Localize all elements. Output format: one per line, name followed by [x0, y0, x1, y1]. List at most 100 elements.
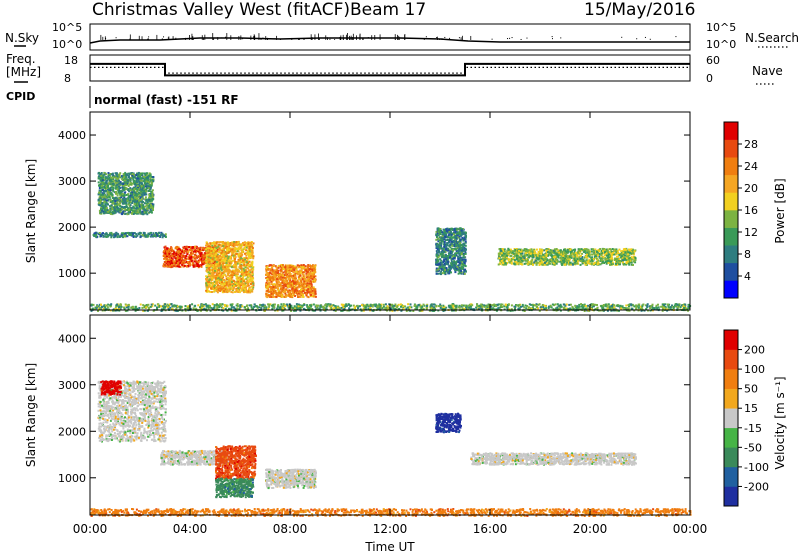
data-pixel	[236, 244, 239, 247]
data-pixel	[243, 274, 246, 277]
data-pixel	[299, 274, 302, 277]
nsearch-point	[115, 37, 117, 39]
data-pixel	[294, 279, 297, 282]
data-pixel	[205, 254, 208, 257]
data-pixel	[100, 194, 103, 197]
data-pixel	[178, 248, 181, 251]
data-pixel	[176, 261, 179, 264]
data-pixel	[133, 182, 136, 185]
data-pixel	[123, 206, 126, 208]
data-pixel	[124, 173, 127, 176]
data-pixel	[211, 254, 214, 257]
data-pixel	[106, 196, 109, 199]
data-pixel	[141, 194, 144, 197]
data-pixel	[217, 245, 220, 248]
data-pixel	[215, 264, 217, 266]
data-pixel	[209, 271, 212, 274]
data-pixel	[216, 286, 219, 289]
data-pixel	[133, 207, 136, 210]
data-pixel	[115, 173, 118, 176]
data-pixel	[127, 199, 130, 202]
data-pixel	[100, 174, 103, 177]
data-pixel	[205, 247, 208, 250]
data-pixel	[311, 268, 313, 271]
data-pixel	[127, 207, 130, 210]
data-pixel	[226, 290, 229, 293]
data-pixel	[279, 284, 282, 287]
data-pixel	[287, 264, 290, 267]
data-pixel	[240, 282, 243, 285]
data-pixel	[296, 286, 299, 289]
data-pixel	[251, 254, 254, 257]
data-pixel	[231, 241, 234, 244]
data-pixel	[163, 261, 166, 263]
data-pixel	[146, 207, 149, 210]
data-pixel	[114, 200, 117, 203]
data-pixel	[110, 204, 113, 207]
data-pixel	[292, 271, 295, 274]
data-pixel	[248, 245, 251, 248]
data-pixel	[216, 265, 219, 268]
data-pixel	[306, 291, 309, 294]
data-pixel	[212, 270, 215, 272]
data-pixel	[122, 206, 125, 209]
data-pixel	[102, 181, 105, 184]
data-pixel	[151, 193, 154, 196]
data-pixel	[112, 176, 115, 179]
data-pixel	[112, 233, 115, 236]
data-pixel	[230, 276, 233, 278]
data-pixel	[148, 211, 151, 214]
data-pixel	[166, 259, 169, 262]
data-pixel	[233, 272, 236, 275]
data-pixel	[99, 189, 102, 192]
data-pixel	[138, 185, 141, 187]
data-pixel	[203, 248, 206, 251]
data-pixel	[212, 266, 215, 269]
data-pixel	[135, 204, 138, 207]
data-pixel	[243, 248, 246, 251]
data-pixel	[223, 266, 226, 269]
data-pixel	[108, 195, 111, 198]
data-pixel	[142, 206, 145, 209]
data-pixel	[237, 291, 240, 293]
data-pixel	[141, 177, 144, 179]
data-pixel	[239, 243, 241, 246]
data-pixel	[236, 273, 239, 276]
data-pixel	[249, 283, 252, 285]
data-pixel	[293, 286, 296, 289]
data-pixel	[229, 264, 232, 267]
data-pixel	[246, 267, 249, 270]
data-pixel	[222, 254, 225, 257]
data-pixel	[209, 257, 212, 259]
data-pixel	[222, 284, 225, 287]
data-pixel	[245, 290, 248, 292]
data-pixel	[219, 289, 222, 292]
data-pixel	[176, 265, 179, 268]
data-pixel	[207, 275, 210, 278]
data-pixel	[116, 235, 119, 238]
data-pixel	[101, 179, 104, 181]
data-pixel	[191, 261, 194, 264]
data-pixel	[205, 257, 208, 260]
data-pixel	[164, 245, 167, 248]
data-pixel	[220, 278, 223, 281]
data-pixel	[308, 282, 311, 285]
data-pixel	[181, 249, 184, 252]
data-pixel	[187, 265, 189, 267]
data-pixel	[142, 190, 145, 193]
data-pixel	[132, 205, 135, 208]
data-pixel	[168, 259, 171, 262]
data-pixel	[242, 242, 244, 244]
data-pixel	[462, 233, 465, 236]
data-pixel	[149, 232, 152, 235]
data-pixel	[121, 178, 124, 181]
data-pixel	[303, 288, 305, 291]
data-pixel	[303, 283, 306, 286]
data-pixel	[208, 247, 211, 250]
data-pixel	[104, 190, 106, 192]
data-pixel	[105, 199, 107, 202]
nsearch-point	[242, 38, 244, 40]
data-pixel	[235, 242, 238, 245]
data-pixel	[127, 174, 130, 177]
data-pixel	[98, 202, 100, 205]
